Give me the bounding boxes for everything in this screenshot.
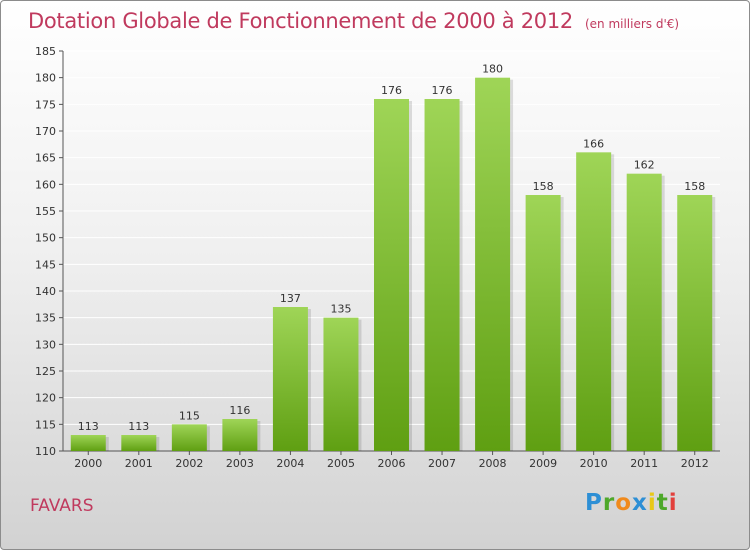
x-tick-label: 2007: [428, 457, 456, 470]
data-label: 158: [533, 180, 554, 193]
bar: [475, 77, 511, 452]
y-tick-label: 185: [35, 45, 56, 58]
data-label: 115: [179, 409, 200, 422]
data-label: 180: [482, 63, 503, 76]
x-tick-label: 2003: [226, 457, 254, 470]
proxiti-logo: Proxiti: [585, 490, 678, 516]
data-label: 113: [128, 420, 149, 433]
x-tick-label: 2012: [681, 457, 709, 470]
x-tick-label: 2006: [378, 457, 406, 470]
bar: [222, 419, 258, 451]
y-tick-label: 115: [35, 418, 56, 431]
logo-letter: P: [585, 490, 603, 516]
logo-letter: i: [647, 490, 657, 516]
y-tick-label: 120: [35, 392, 56, 405]
y-tick-label: 140: [35, 285, 56, 298]
bar: [576, 152, 612, 452]
y-tick-label: 135: [35, 312, 56, 325]
y-tick-label: 150: [35, 232, 56, 245]
y-tick-label: 110: [35, 445, 56, 458]
logo-letter: t: [656, 490, 669, 516]
x-tick-label: 2000: [74, 457, 102, 470]
data-label: 113: [78, 420, 99, 433]
bar: [677, 195, 713, 451]
y-tick-label: 160: [35, 178, 56, 191]
label-layer: 113 113 115 116 137 135 176 176 180 158 166 162 158: [78, 63, 705, 433]
x-tick-label: 2008: [479, 457, 507, 470]
bar: [70, 435, 106, 451]
x-tick-label: 2009: [529, 457, 557, 470]
data-label: 162: [634, 159, 655, 172]
y-tick-label: 130: [35, 338, 56, 351]
data-label: 176: [432, 84, 453, 97]
y-tick-label: 125: [35, 365, 56, 378]
logo-letter: x: [632, 490, 648, 516]
y-tick-label: 145: [35, 258, 56, 271]
axis-layer: 110 115 120 125 130 135 140 145 150 155 160 165 170 1…: [35, 45, 720, 470]
logo-letter: o: [615, 490, 633, 516]
commune-name: FAVARS: [30, 496, 94, 516]
bar: [171, 424, 207, 451]
x-tick-label: 2010: [580, 457, 608, 470]
x-tick-label: 2005: [327, 457, 355, 470]
y-tick-label: 170: [35, 125, 56, 138]
y-tick-label: 180: [35, 72, 56, 85]
logo-letter: i: [668, 490, 678, 516]
chart-title: Dotation Globale de Fonctionnement de 20…: [28, 9, 679, 33]
chart-title-text: Dotation Globale de Fonctionnement de 20…: [28, 9, 573, 33]
bar: [626, 173, 662, 451]
data-label: 166: [583, 137, 604, 150]
y-tick-label: 175: [35, 98, 56, 111]
data-label: 137: [280, 292, 301, 305]
logo-letter: r: [602, 490, 616, 516]
data-label: 176: [381, 84, 402, 97]
bar-layer: [70, 77, 716, 452]
data-label: 158: [684, 180, 705, 193]
data-label: 135: [330, 303, 351, 316]
bar: [272, 307, 308, 451]
bar: [121, 435, 157, 451]
data-label: 116: [229, 404, 250, 417]
x-tick-label: 2001: [125, 457, 153, 470]
chart-subtitle: (en milliers d'€): [584, 17, 680, 31]
y-tick-label: 165: [35, 152, 56, 165]
y-tick-label: 155: [35, 205, 56, 218]
x-tick-label: 2011: [630, 457, 658, 470]
bar: [525, 195, 561, 451]
x-tick-label: 2002: [175, 457, 203, 470]
bar: [374, 99, 409, 451]
x-tick-label: 2004: [276, 457, 304, 470]
bar: [323, 317, 359, 451]
bar: [424, 99, 460, 451]
